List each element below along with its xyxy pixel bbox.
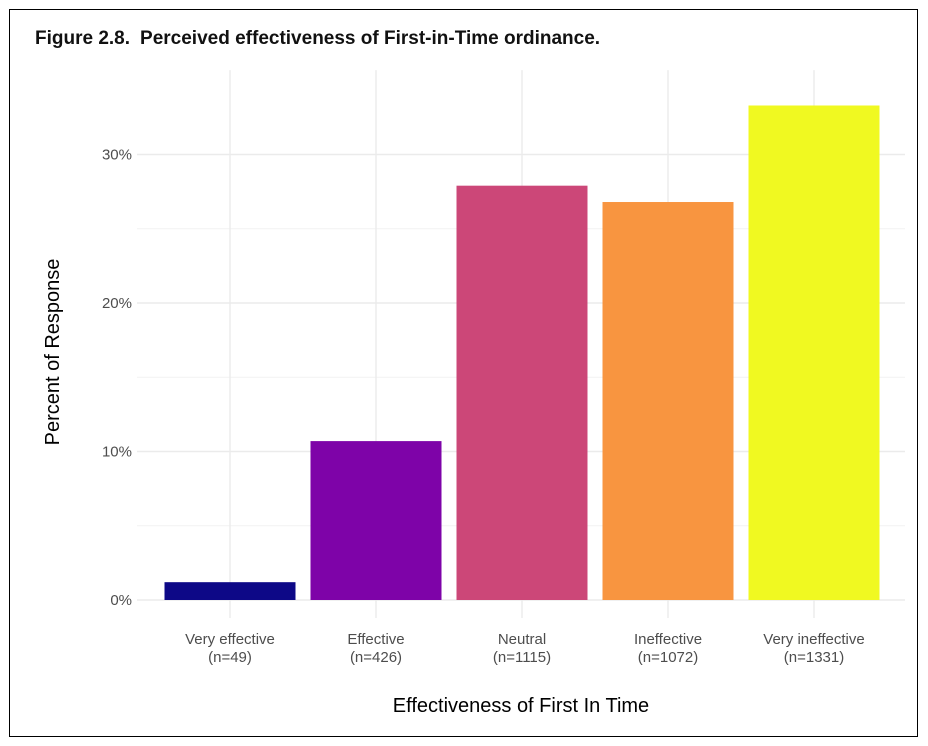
x-tick-count: (n=1331)	[784, 649, 844, 666]
y-tick-label: 10%	[102, 444, 132, 461]
x-tick-count: (n=1072)	[638, 649, 698, 666]
x-tick-label: Effective (n=426)	[347, 631, 404, 666]
y-tick-label: 30%	[102, 147, 132, 164]
x-tick-label: Neutral (n=1115)	[493, 631, 551, 666]
figure-caption: Figure 2.8. Perceived effectiveness of Fi…	[35, 28, 600, 50]
x-tick-category: Ineffective	[634, 631, 702, 648]
y-tick-label: 0%	[110, 592, 132, 609]
y-axis-title: Percent of Response	[42, 259, 64, 446]
bar	[748, 105, 880, 601]
figure-title: Perceived effectiveness of First-in-Time…	[140, 28, 601, 49]
x-tick-count: (n=49)	[208, 649, 252, 666]
x-tick-category: Effective	[347, 631, 404, 648]
y-tick-label: 20%	[102, 295, 132, 312]
x-tick-count: (n=1115)	[493, 649, 551, 666]
x-axis-title: Effectiveness of First In Time	[393, 695, 649, 717]
x-tick-count: (n=426)	[350, 649, 402, 666]
figure-number: Figure 2.8.	[35, 28, 131, 49]
bar	[602, 202, 734, 600]
bar	[456, 185, 588, 600]
bar	[310, 441, 442, 600]
x-tick-labels: Very effective (n=49) Effective (n=426) Neut…	[185, 631, 865, 666]
x-tick-category: Very ineffective	[763, 631, 864, 648]
x-tick-category: Very effective	[185, 631, 275, 648]
y-tick-labels: 0% 10% 20% 30%	[102, 147, 132, 610]
x-tick-label: Very ineffective (n=1331)	[763, 631, 864, 666]
bars	[164, 105, 880, 601]
x-tick-label: Very effective (n=49)	[185, 631, 275, 666]
x-tick-label: Ineffective (n=1072)	[634, 631, 702, 666]
bar	[164, 582, 296, 600]
x-tick-category: Neutral	[498, 631, 546, 648]
